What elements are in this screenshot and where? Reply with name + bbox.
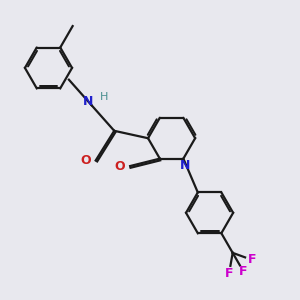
Text: F: F [239, 265, 248, 278]
Text: H: H [100, 92, 109, 102]
Text: O: O [80, 154, 91, 167]
Text: F: F [225, 267, 233, 280]
Text: F: F [248, 254, 256, 266]
Text: N: N [180, 159, 190, 172]
Text: N: N [82, 95, 93, 108]
Text: O: O [115, 160, 125, 172]
